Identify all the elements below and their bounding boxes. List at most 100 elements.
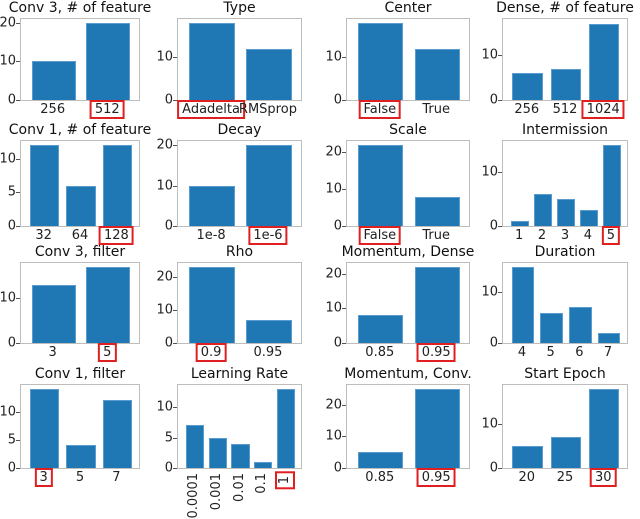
x-tick-label: 0.85 bbox=[365, 345, 395, 360]
x-tick-label: True bbox=[422, 102, 451, 117]
y-tick-mark bbox=[498, 55, 502, 56]
y-tick-label: 10 bbox=[325, 49, 342, 65]
y-tick-mark bbox=[16, 226, 20, 227]
y-tick-label: 0 bbox=[164, 460, 173, 476]
y-tick-label: 20 bbox=[325, 144, 342, 160]
plot-area bbox=[346, 384, 470, 469]
y-tick-mark bbox=[173, 407, 177, 409]
highlighted-x-tick-label: 1024 bbox=[581, 100, 625, 119]
y-tick-label: 0 bbox=[7, 218, 16, 234]
y-tick-mark bbox=[342, 57, 346, 59]
y-tick-label: 10 bbox=[156, 399, 173, 415]
bar-256 bbox=[512, 73, 544, 100]
y-tick-label: 10 bbox=[0, 404, 16, 420]
plot-area bbox=[20, 140, 140, 227]
y-tick-label: 0 bbox=[7, 92, 16, 108]
bar-adadelta bbox=[189, 23, 235, 100]
y-tick-mark bbox=[16, 100, 20, 101]
x-tick-label: 1 bbox=[514, 228, 524, 243]
x-tick-label: 7 bbox=[603, 345, 613, 360]
plot-area bbox=[502, 384, 628, 469]
y-tick-label: 0 bbox=[489, 92, 498, 108]
bar-6 bbox=[568, 307, 592, 343]
y-tick-label: 10 bbox=[0, 290, 16, 306]
y-tick-label: 10 bbox=[325, 181, 342, 197]
y-tick-mark bbox=[16, 343, 20, 344]
bar-128 bbox=[102, 145, 132, 226]
bar-32 bbox=[30, 145, 60, 226]
y-tick-mark bbox=[498, 468, 502, 469]
y-tick-mark bbox=[498, 343, 502, 344]
bar-1024 bbox=[588, 23, 620, 100]
y-tick-mark bbox=[342, 436, 346, 438]
bar-0-0001 bbox=[185, 425, 205, 468]
y-tick-mark bbox=[342, 308, 346, 310]
chart-title: Type bbox=[223, 0, 256, 16]
bar-5 bbox=[86, 266, 131, 343]
bar-0-01 bbox=[231, 443, 250, 468]
bar-256 bbox=[31, 61, 76, 100]
bar-5 bbox=[540, 312, 564, 343]
x-tick-label: 32 bbox=[35, 228, 52, 243]
bar-1 bbox=[510, 220, 530, 226]
y-tick-mark bbox=[173, 185, 177, 187]
bar-4 bbox=[579, 209, 599, 226]
y-tick-label: 0 bbox=[7, 460, 16, 476]
bar-3 bbox=[31, 284, 76, 343]
plot-area bbox=[346, 140, 470, 227]
chart-title: Conv 1, filter bbox=[34, 366, 126, 382]
y-tick-mark bbox=[173, 276, 177, 278]
y-tick-mark bbox=[16, 61, 20, 63]
chart-title: Scale bbox=[389, 122, 427, 138]
chart-title: Decay bbox=[217, 122, 262, 138]
y-tick-mark bbox=[16, 298, 20, 300]
plot-area bbox=[346, 262, 470, 344]
y-tick-label: 10 bbox=[0, 151, 16, 167]
bar-0-95 bbox=[246, 319, 292, 343]
y-tick-label: 10 bbox=[325, 428, 342, 444]
y-tick-mark bbox=[16, 22, 20, 24]
x-tick-label: 3 bbox=[560, 228, 570, 243]
bar-1e-8 bbox=[189, 185, 235, 226]
x-tick-label: 64 bbox=[71, 228, 89, 243]
highlighted-x-tick-label: 128 bbox=[98, 226, 134, 245]
highlighted-x-tick-label: False bbox=[358, 226, 402, 245]
y-tick-label: 0 bbox=[333, 460, 342, 476]
y-tick-mark bbox=[173, 145, 177, 147]
bar-3 bbox=[30, 388, 60, 468]
highlighted-x-tick-label: 0.95 bbox=[416, 343, 456, 362]
chart-title: Conv 3, filter bbox=[34, 244, 126, 260]
plot-area bbox=[346, 18, 470, 101]
y-tick-mark bbox=[342, 152, 346, 154]
y-tick-mark bbox=[16, 411, 20, 413]
chart-title: Dense, # of feature bbox=[496, 0, 634, 16]
highlighted-x-tick-label: 3 bbox=[34, 468, 53, 487]
highlighted-x-tick-label: 512 bbox=[89, 100, 125, 119]
y-tick-label: 10 bbox=[156, 178, 173, 194]
highlighted-x-tick-label: Adadelta bbox=[177, 100, 245, 119]
y-tick-mark bbox=[16, 439, 20, 441]
y-tick-label: 20 bbox=[156, 269, 173, 285]
y-tick-label: 10 bbox=[0, 53, 16, 69]
y-tick-mark bbox=[16, 192, 20, 194]
y-tick-label: 10 bbox=[156, 302, 173, 318]
chart-title: Momentum, Conv. bbox=[344, 366, 472, 382]
y-tick-mark bbox=[16, 468, 20, 469]
y-tick-label: 0 bbox=[489, 335, 498, 351]
y-tick-mark bbox=[342, 226, 346, 227]
x-tick-label: 0.001 bbox=[208, 473, 224, 511]
highlighted-x-tick-label: 5 bbox=[98, 343, 117, 362]
bar-3 bbox=[556, 199, 576, 226]
bar-512 bbox=[550, 68, 582, 100]
x-tick-label: 0.85 bbox=[365, 470, 395, 485]
y-tick-label: 20 bbox=[325, 266, 342, 282]
plot-area bbox=[502, 262, 628, 344]
chart-title: Center bbox=[384, 0, 432, 16]
y-tick-mark bbox=[173, 57, 177, 59]
highlighted-x-tick-label: 0.95 bbox=[416, 468, 456, 487]
y-tick-label: 0 bbox=[164, 218, 173, 234]
y-tick-label: 0 bbox=[164, 335, 173, 351]
y-tick-mark bbox=[342, 468, 346, 469]
y-tick-mark bbox=[498, 100, 502, 101]
bar-30 bbox=[588, 388, 620, 468]
